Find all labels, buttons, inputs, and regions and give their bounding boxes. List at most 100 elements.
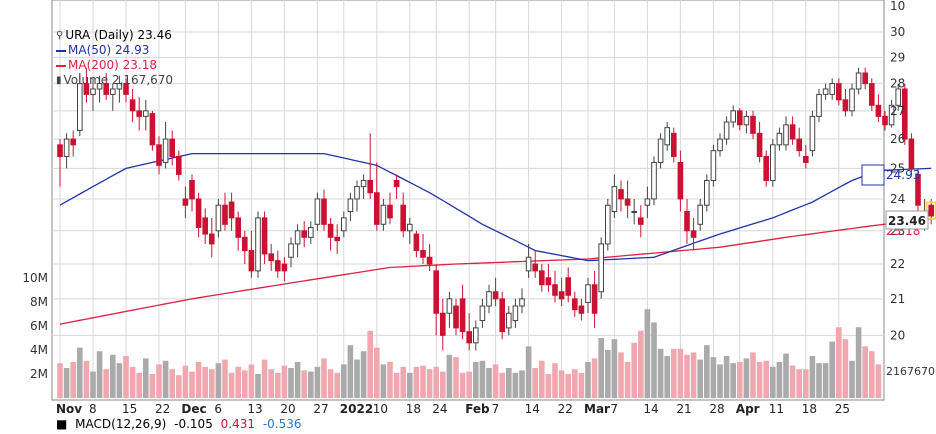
volume-bar [374,347,380,398]
candle-body [572,298,578,311]
candle-body [763,156,770,181]
volume-bar [697,359,703,398]
candle [565,267,572,303]
candle [426,243,433,271]
candle [393,174,400,199]
candle-body [228,201,235,219]
candle [895,83,902,111]
legend-ma50-row: MA(50) 24.93 [56,43,173,58]
candle [136,97,142,131]
volume-bar [281,365,288,398]
volume-bar [585,362,591,398]
candle [222,192,228,231]
candle-body [222,204,228,225]
candle [598,237,605,299]
candle [380,198,387,231]
candle [578,298,585,321]
volume-bars [57,309,882,398]
volume-bar [512,372,519,398]
candle [228,192,235,231]
volume-bar [440,371,446,398]
x-tick-label: 2022 [340,402,373,416]
volume-bar [149,374,156,398]
volume-bar [710,357,717,398]
candle-body [499,298,505,333]
candle [182,186,189,218]
x-tick-label: 10 [373,402,388,416]
candle [63,133,70,169]
y-tick-label: 24 [890,192,905,206]
candle [321,189,327,231]
candle [479,298,486,328]
volume-bar [803,369,809,398]
candle-body [90,88,96,95]
volume-bar [255,374,261,398]
volume-bar [103,369,109,398]
volume-bar [770,366,776,398]
candle [281,257,288,282]
x-tick-label: 13 [247,402,262,416]
candle-body [301,230,307,238]
volume-bar [242,370,248,398]
candle-body [552,284,558,296]
candle-body [690,230,697,238]
legend-volume: Volume 2,167,670 [63,73,174,87]
candle-body [374,192,380,225]
candle-body [730,110,737,123]
volume-bar [578,372,585,398]
candle-body [327,223,334,238]
y-tick-label: 21 [890,292,905,306]
volume-bar [327,369,334,398]
volume-bar [545,374,552,398]
candle [354,180,360,212]
volume-bar [261,359,268,398]
candle [308,221,314,244]
candle-body [407,223,413,232]
ma200-line [59,218,932,325]
volume-bar [393,372,400,398]
last-price-tag-box [885,210,929,230]
candle [888,99,895,128]
candle [110,83,116,111]
volume-bar [202,366,208,398]
volume-bar [506,368,512,398]
x-tick-label: 14 [525,402,540,416]
candle-body [189,179,195,200]
macd-legend: ■ MACD(12,26,9) -0.105 0.431 -0.536 [56,417,306,431]
volume-bar [176,375,182,398]
volume-tick-label: 4M [30,343,48,357]
candle-body [869,83,875,106]
candle-body [103,83,110,95]
volume-bar [288,368,294,398]
candle [77,73,83,137]
last-price-tag: 23.46 [888,214,926,228]
candle [169,130,175,166]
volume-bar [380,364,387,398]
candle-body [149,113,156,146]
x-tick-label: 6 [214,402,222,416]
candle [473,320,479,351]
candle-body [268,253,274,262]
volume-bar [638,330,644,398]
volume-bar [248,364,255,398]
candle [605,198,611,251]
candle-body [895,88,902,106]
volume-bar [182,365,189,398]
x-tick-label: 20 [280,402,295,416]
candle [624,180,631,218]
candle-body [83,83,90,95]
ma50-line [59,152,932,262]
candle-body [466,331,472,344]
candle-body [723,121,730,140]
candle [301,221,307,248]
candle-body [822,88,829,95]
volume-bar [756,362,763,398]
x-tick-label: 27 [313,402,328,416]
ma50-tag: 24.93 [886,168,920,182]
volume-bar [162,360,169,398]
candle-body [255,217,261,272]
candle-body [558,291,565,300]
candle-body [631,211,638,214]
volume-bar [347,345,354,398]
candle-body [644,198,651,206]
